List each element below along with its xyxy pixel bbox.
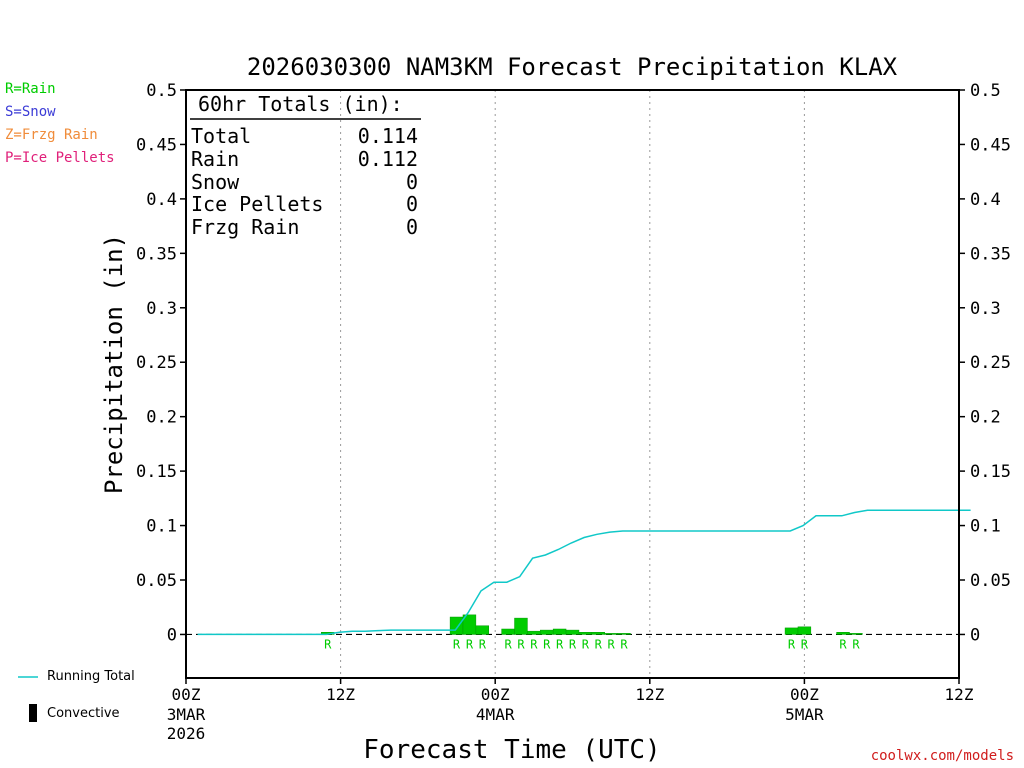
x-tick-label: 00Z [790,685,819,704]
precip-bar [604,633,618,635]
y-tick-label-left: 0.2 [146,408,177,428]
precip-bar [578,632,593,635]
y-tick-label-right: 0.1 [970,517,1001,537]
x-date-label: 3MAR [167,705,206,724]
y-tick-label-right: 0.4 [970,190,1001,210]
precip-type-label: R [788,637,796,651]
precip-bar [552,628,567,635]
legend-rain: R=Rain [5,81,56,97]
grid-lines [340,90,805,678]
totals-label-rain: Rain [191,147,239,171]
y-tick-label-left: 0.35 [136,244,177,264]
running-total-line [197,509,971,636]
y-tick-label-left: 0.05 [136,571,177,591]
legend-frzg-rain: Z=Frzg Rain [5,127,98,143]
totals-box: 60hr Totals (in): Total 0.114 Rain 0.112… [190,92,421,239]
precip-type-label: R [466,637,474,651]
y-tick-label-left: 0.1 [146,517,177,537]
y-tick-label-left: 0 [167,625,177,645]
y-tick-label-left: 0.3 [146,299,177,319]
y-tick-label-left: 0.4 [146,190,177,210]
totals-header: 60hr Totals (in): [198,92,403,116]
totals-value-total: 0.114 [358,124,418,148]
convective-legend-swatch [29,704,37,722]
y-tick-label-right: 0.15 [970,462,1011,482]
precip-bars [321,614,863,635]
y-tick-label-right: 0.35 [970,244,1011,264]
y-tick-label-left: 0.25 [136,353,177,373]
totals-label-total: Total [191,124,251,148]
precip-bar [462,614,477,635]
precip-type-label: R [543,637,551,651]
x-axis-label: Forecast Time (UTC) [363,735,660,765]
convective-legend-label: Convective [47,706,120,721]
precip-bar [784,627,799,635]
credit-link[interactable]: coolwx.com/models [870,748,1014,764]
legend-snow: S=Snow [5,104,56,120]
precip-type-label: R [556,637,564,651]
precip-type-label: R [530,637,538,651]
precip-type-label: R [608,637,616,651]
precip-bar [527,630,541,635]
y-tick-label-right: 0.2 [970,408,1001,428]
y-tick-label-right: 0.05 [970,571,1011,591]
y-axis-left: 0 0.05 0.1 0.15 0.2 0.25 0.3 0.35 0.4 0.45 0.5 [136,81,186,645]
x-tick-label: 00Z [481,685,510,704]
precip-type-label: R [324,637,332,651]
chart-title: 2026030300 NAM3KM Forecast Precipitation… [247,53,898,81]
precip-bar [565,629,580,635]
totals-value-rain: 0.112 [358,147,418,171]
y-tick-label-right: 0.5 [970,81,1001,101]
x-tick-label: 12Z [945,685,974,704]
x-year-label: 2026 [167,724,206,743]
x-date-label: 4MAR [476,705,515,724]
precip-bar [836,632,850,635]
x-tick-label: 12Z [326,685,355,704]
precip-bar [617,633,631,635]
precip-bar [797,626,812,635]
precip-type-label: R [504,637,512,651]
precip-type-label: R [479,637,487,651]
precip-type-label: R [852,637,860,651]
precip-type-label: R [569,637,577,651]
precip-bar [449,616,464,635]
y-tick-label-right: 0.3 [970,299,1001,319]
legend-ice-pellets: P=Ice Pellets [5,150,115,166]
precip-type-label: R [595,637,603,651]
y-tick-label-left: 0.15 [136,462,177,482]
precip-type-label: R [620,637,628,651]
precip-bar [501,628,515,635]
x-tick-label: 12Z [635,685,664,704]
totals-label-snow: Snow [191,170,240,194]
precip-type-label: R [517,637,525,651]
plot-frame [185,89,960,679]
totals-label-ice: Ice Pellets [191,192,323,216]
y-tick-label-left: 0.5 [146,81,177,101]
y-tick-label-right: 0 [970,625,980,645]
precip-type-label: R [453,637,461,651]
precip-bar [514,617,528,635]
precip-bar [475,625,490,635]
totals-value-ice: 0 [406,192,418,216]
precip-bar [540,629,554,635]
x-tick-label: 00Z [172,685,201,704]
y-tick-label-right: 0.45 [970,135,1011,155]
precip-type-label: R [839,637,847,651]
totals-value-frzg: 0 [406,215,418,239]
precip-type-label: R [582,637,590,651]
y-axis-label: Precipitation (in) [100,234,128,494]
totals-label-frzg: Frzg Rain [191,215,299,239]
y-axis-right: 0 0.05 0.1 0.15 0.2 0.25 0.3 0.35 0.4 0.45 0.5 [959,81,1011,645]
precip-bar [849,633,863,635]
x-date-label: 5MAR [785,705,824,724]
y-tick-label-right: 0.25 [970,353,1011,373]
running-total-legend-label: Running Total [47,669,135,684]
precip-bar [591,632,605,635]
totals-value-snow: 0 [406,170,418,194]
y-tick-label-left: 0.45 [136,135,177,155]
precip-type-label: R [801,637,809,651]
